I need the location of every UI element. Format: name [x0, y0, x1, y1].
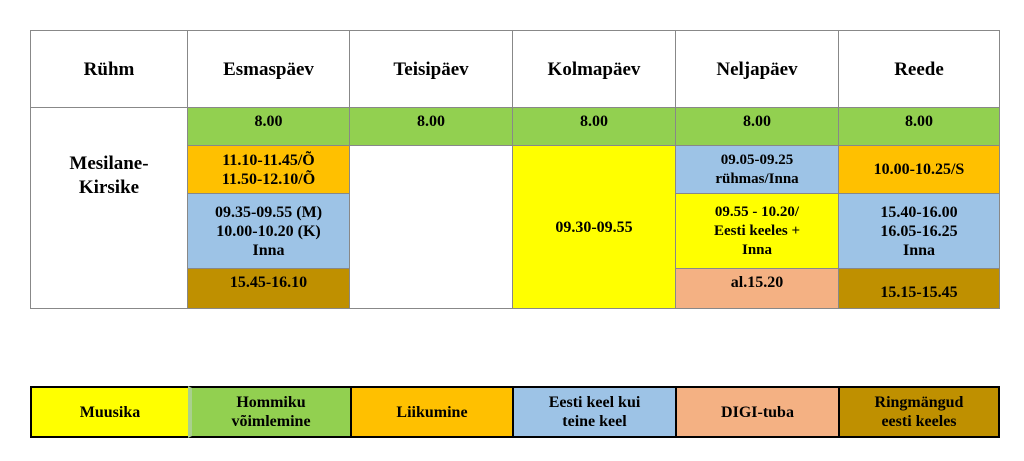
- header-cell: Rühm: [30, 30, 188, 108]
- cell: 11.10-11.45/Õ 11.50-12.10/Õ: [187, 145, 350, 194]
- header-cell: Teisipäev: [349, 30, 513, 108]
- cell: 09.35-09.55 (M) 10.00-10.20 (K) Inna: [187, 193, 350, 269]
- cell: 15.40-16.00 16.05-16.25 Inna: [838, 193, 1000, 269]
- legend-item: DIGI-tuba: [675, 386, 840, 438]
- cell: 15.45-16.10: [187, 268, 350, 309]
- cell: 09.05-09.25 rühmas/Inna: [675, 145, 839, 194]
- cell: 8.00: [675, 107, 839, 146]
- legend-item: Eesti keel kui teine keel: [512, 386, 677, 438]
- cell: 8.00: [838, 107, 1000, 146]
- header-cell: Reede: [838, 30, 1000, 108]
- legend-item: Liikumine: [350, 386, 514, 438]
- cell: 8.00: [349, 107, 513, 146]
- cell: 8.00: [187, 107, 350, 146]
- empty-cell: [349, 145, 513, 309]
- cell: 8.00: [512, 107, 676, 146]
- legend-item: Muusika: [30, 386, 190, 438]
- group-cell: Mesilane- Kirsike: [30, 107, 188, 309]
- cell: 10.00-10.25/S: [838, 145, 1000, 194]
- cell: al.15.20: [675, 268, 839, 309]
- header-cell: Esmaspäev: [187, 30, 350, 108]
- cell: 15.15-15.45: [838, 268, 1000, 309]
- legend-item: Hommiku võimlemine: [188, 386, 352, 438]
- legend-item: Ringmängud eesti keeles: [838, 386, 1000, 438]
- cell: 09.55 - 10.20/ Eesti keeles + Inna: [675, 193, 839, 269]
- header-cell: Neljapäev: [675, 30, 839, 108]
- header-cell: Kolmapäev: [512, 30, 676, 108]
- cell: 09.30-09.55: [512, 145, 676, 309]
